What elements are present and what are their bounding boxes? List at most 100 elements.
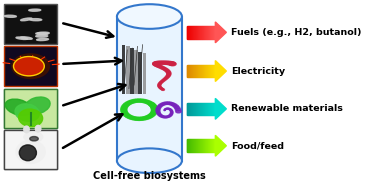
Circle shape — [167, 73, 171, 75]
Circle shape — [129, 116, 135, 119]
Circle shape — [164, 78, 167, 80]
Circle shape — [125, 115, 132, 118]
Circle shape — [164, 102, 169, 104]
Ellipse shape — [19, 145, 36, 161]
Circle shape — [162, 89, 164, 90]
Circle shape — [170, 103, 175, 105]
Circle shape — [167, 108, 168, 109]
Circle shape — [168, 115, 171, 117]
Ellipse shape — [30, 137, 38, 141]
Circle shape — [160, 81, 163, 83]
Circle shape — [158, 65, 163, 68]
Circle shape — [145, 101, 151, 104]
Circle shape — [170, 112, 173, 113]
Circle shape — [156, 111, 160, 113]
Circle shape — [147, 102, 153, 105]
Ellipse shape — [16, 37, 28, 40]
Text: Cell-free biosystems: Cell-free biosystems — [93, 171, 206, 181]
Circle shape — [162, 61, 168, 64]
Bar — [130, 48, 134, 94]
Circle shape — [169, 62, 176, 66]
Circle shape — [155, 61, 161, 64]
Bar — [4, 89, 57, 128]
Circle shape — [149, 103, 155, 106]
Circle shape — [175, 108, 181, 111]
Ellipse shape — [21, 18, 32, 21]
Circle shape — [162, 68, 167, 70]
Circle shape — [160, 103, 165, 105]
Circle shape — [169, 62, 176, 66]
Ellipse shape — [12, 54, 50, 79]
Ellipse shape — [20, 37, 32, 39]
Circle shape — [156, 109, 160, 111]
Bar — [4, 89, 57, 128]
Bar — [122, 45, 125, 94]
Circle shape — [156, 108, 160, 110]
Bar — [4, 46, 57, 86]
Circle shape — [147, 115, 153, 118]
Circle shape — [121, 107, 127, 110]
FancyArrow shape — [215, 61, 226, 81]
Circle shape — [158, 114, 162, 116]
Circle shape — [161, 116, 164, 117]
Circle shape — [154, 61, 160, 64]
Circle shape — [155, 64, 160, 67]
Circle shape — [173, 105, 178, 108]
Circle shape — [166, 116, 169, 118]
Circle shape — [159, 87, 162, 88]
Ellipse shape — [16, 141, 45, 163]
Circle shape — [134, 99, 140, 102]
Circle shape — [159, 82, 162, 84]
Bar — [135, 50, 138, 94]
Circle shape — [149, 113, 155, 117]
Circle shape — [161, 89, 164, 90]
Circle shape — [151, 105, 157, 109]
Circle shape — [169, 115, 172, 116]
Circle shape — [151, 107, 158, 110]
Circle shape — [129, 100, 135, 103]
Circle shape — [158, 87, 161, 88]
Circle shape — [151, 110, 158, 113]
Circle shape — [160, 88, 163, 89]
Circle shape — [166, 70, 170, 72]
Circle shape — [131, 117, 138, 120]
Circle shape — [160, 115, 163, 117]
Circle shape — [158, 85, 161, 86]
Circle shape — [167, 61, 174, 65]
Circle shape — [164, 109, 166, 110]
Ellipse shape — [37, 32, 49, 34]
Circle shape — [153, 62, 159, 65]
Bar — [4, 4, 57, 44]
Bar — [4, 130, 57, 169]
Circle shape — [158, 84, 161, 85]
Circle shape — [166, 108, 167, 109]
Circle shape — [121, 110, 127, 113]
Circle shape — [153, 63, 158, 65]
Circle shape — [151, 111, 157, 114]
Circle shape — [158, 86, 161, 87]
Circle shape — [159, 66, 164, 69]
Circle shape — [159, 104, 163, 106]
Circle shape — [158, 113, 161, 115]
Circle shape — [168, 102, 173, 105]
Ellipse shape — [15, 104, 39, 121]
Ellipse shape — [37, 38, 48, 41]
Circle shape — [138, 99, 145, 102]
Bar — [126, 46, 130, 94]
Ellipse shape — [29, 9, 41, 11]
Circle shape — [175, 107, 180, 109]
Ellipse shape — [117, 4, 182, 29]
Circle shape — [165, 76, 169, 78]
Circle shape — [151, 105, 157, 109]
Circle shape — [158, 105, 162, 107]
Circle shape — [167, 72, 171, 74]
Circle shape — [121, 105, 128, 109]
Circle shape — [172, 104, 177, 106]
Circle shape — [149, 103, 155, 106]
Circle shape — [138, 117, 145, 120]
Circle shape — [170, 110, 173, 112]
Bar — [117, 16, 182, 161]
Circle shape — [164, 68, 168, 71]
Circle shape — [168, 62, 175, 65]
Text: Food/feed: Food/feed — [231, 141, 284, 150]
